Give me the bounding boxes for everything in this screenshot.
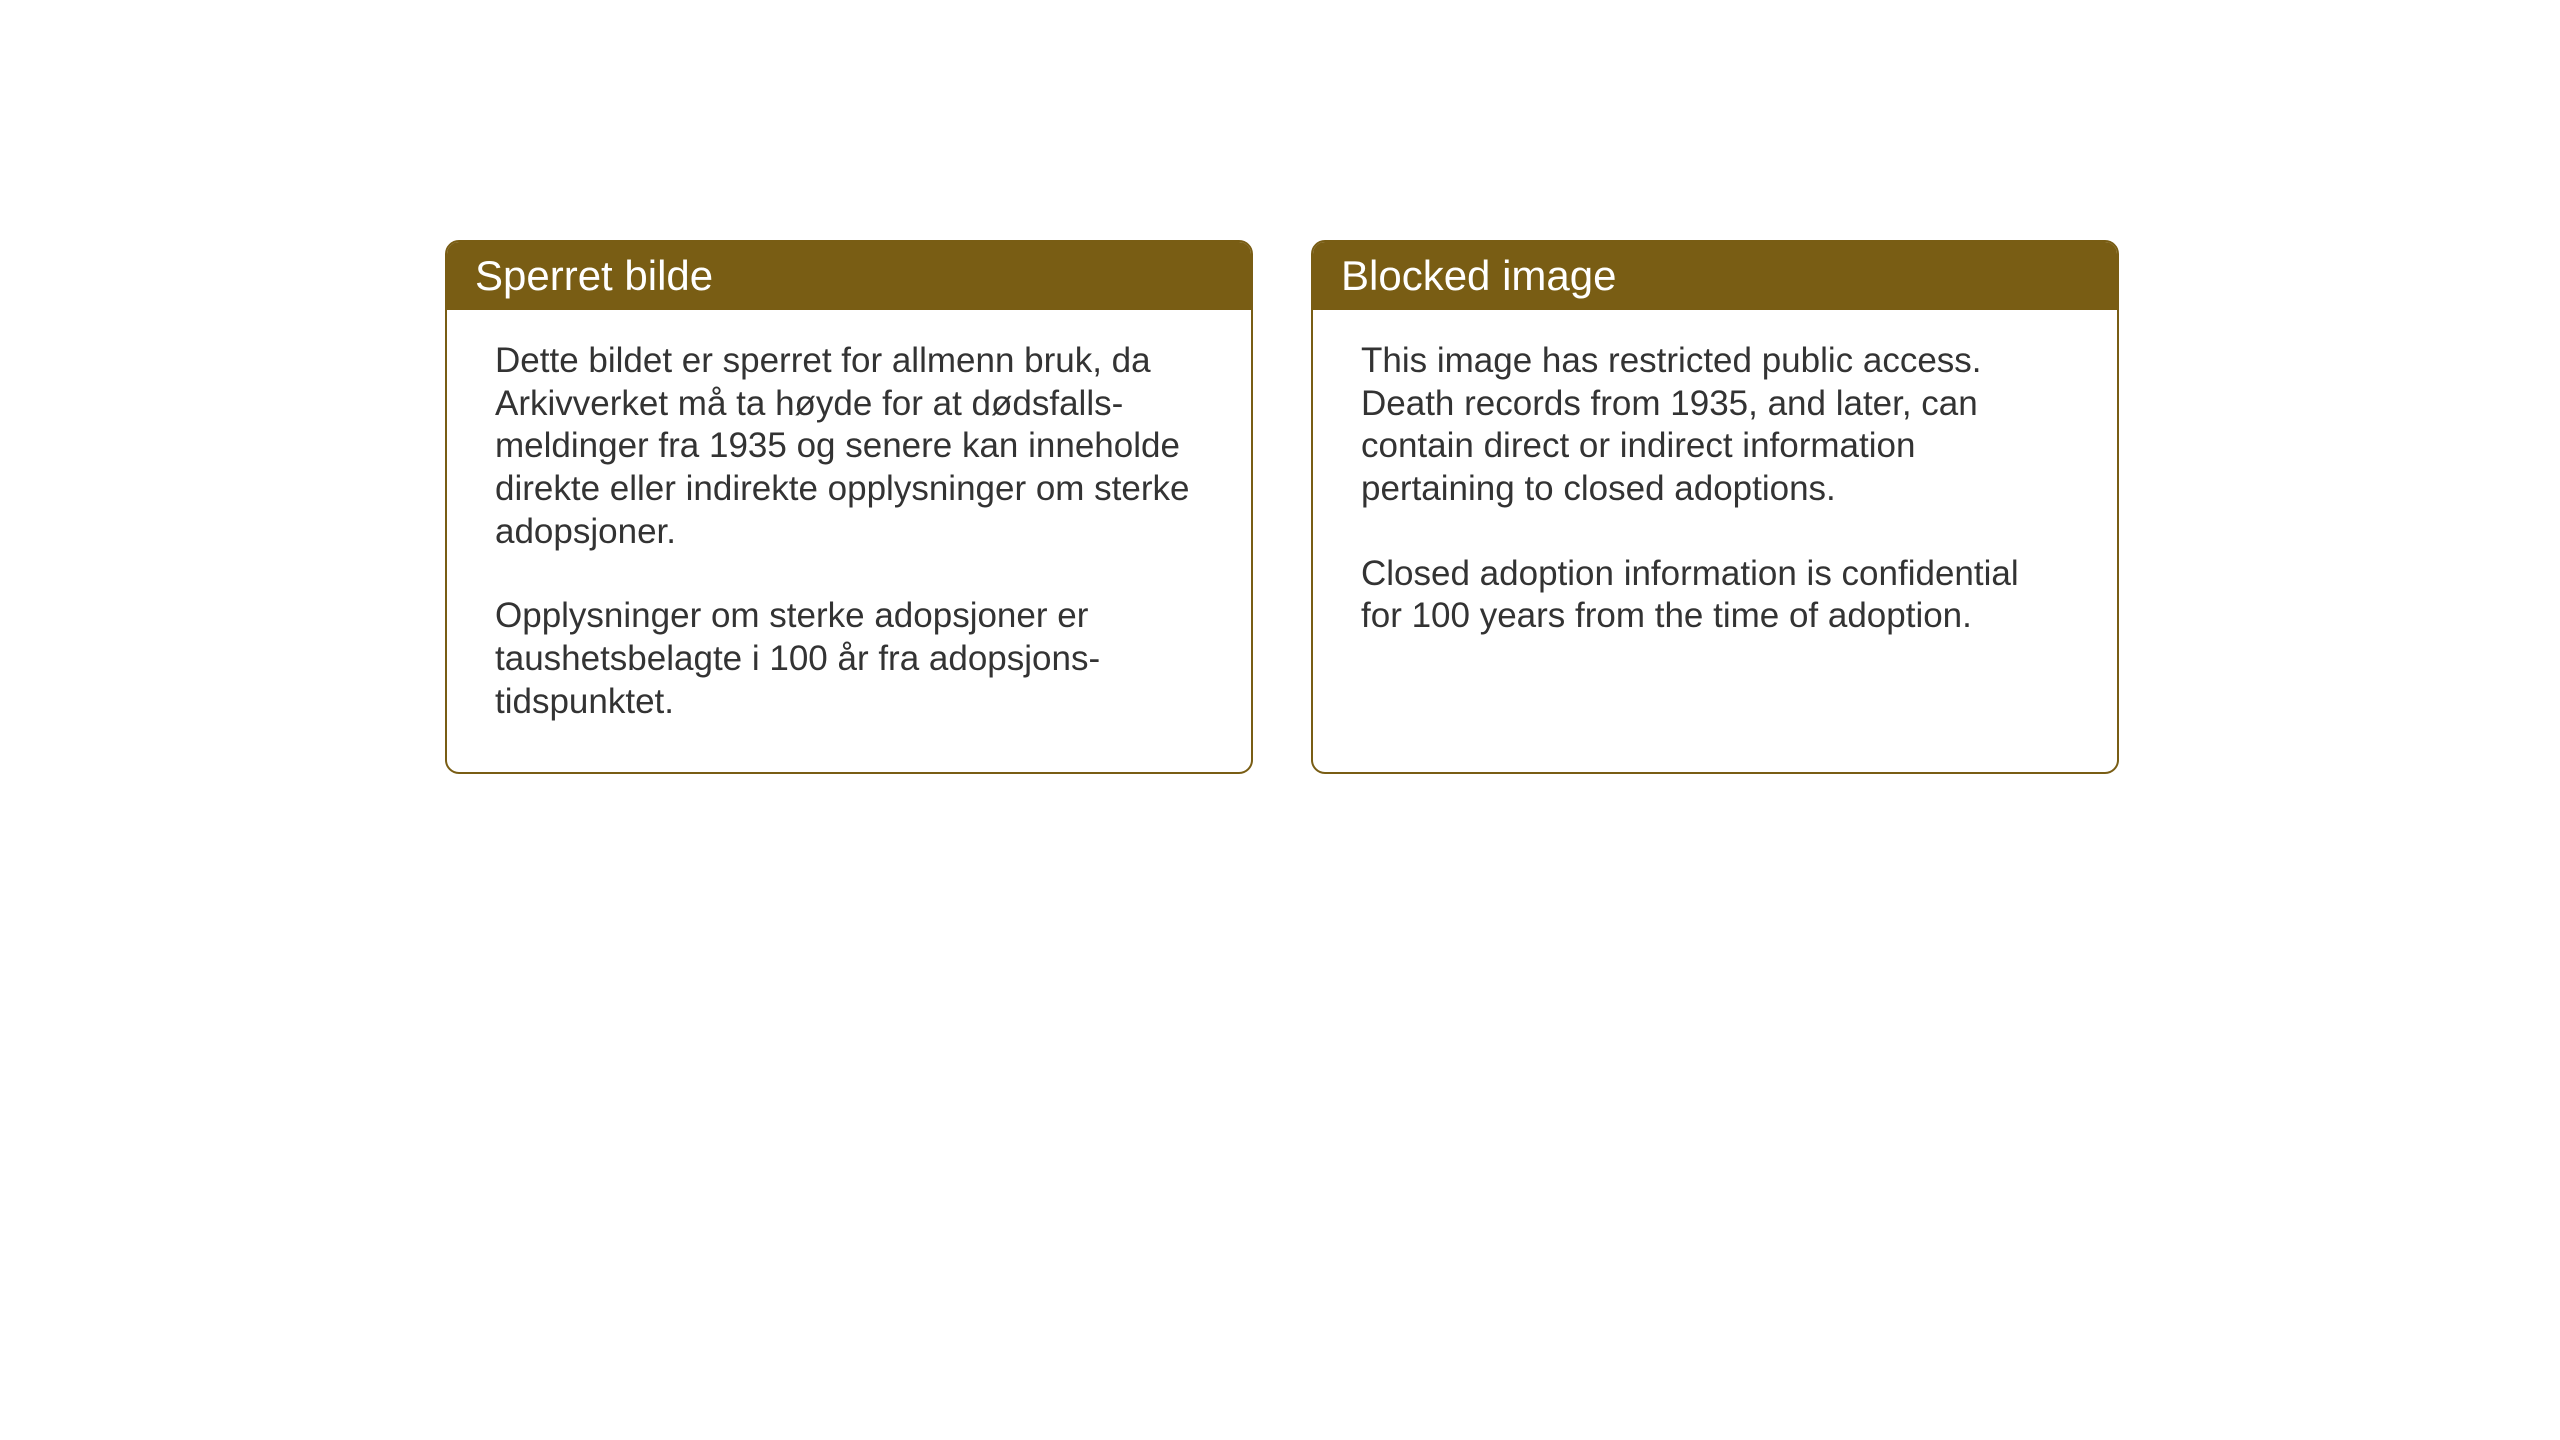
card-title-norwegian: Sperret bilde bbox=[475, 252, 713, 299]
notice-container: Sperret bilde Dette bildet er sperret fo… bbox=[445, 240, 2119, 774]
card-paragraph-2-english: Closed adoption information is confident… bbox=[1361, 553, 2069, 638]
card-body-norwegian: Dette bildet er sperret for allmenn bruk… bbox=[447, 310, 1251, 772]
card-header-english: Blocked image bbox=[1313, 242, 2117, 310]
card-paragraph-1-norwegian: Dette bildet er sperret for allmenn bruk… bbox=[495, 340, 1203, 553]
card-paragraph-1-english: This image has restricted public access.… bbox=[1361, 340, 2069, 511]
notice-card-norwegian: Sperret bilde Dette bildet er sperret fo… bbox=[445, 240, 1253, 774]
card-body-english: This image has restricted public access.… bbox=[1313, 310, 2117, 686]
notice-card-english: Blocked image This image has restricted … bbox=[1311, 240, 2119, 774]
card-paragraph-2-norwegian: Opplysninger om sterke adopsjoner er tau… bbox=[495, 595, 1203, 723]
card-header-norwegian: Sperret bilde bbox=[447, 242, 1251, 310]
card-title-english: Blocked image bbox=[1341, 252, 1616, 299]
